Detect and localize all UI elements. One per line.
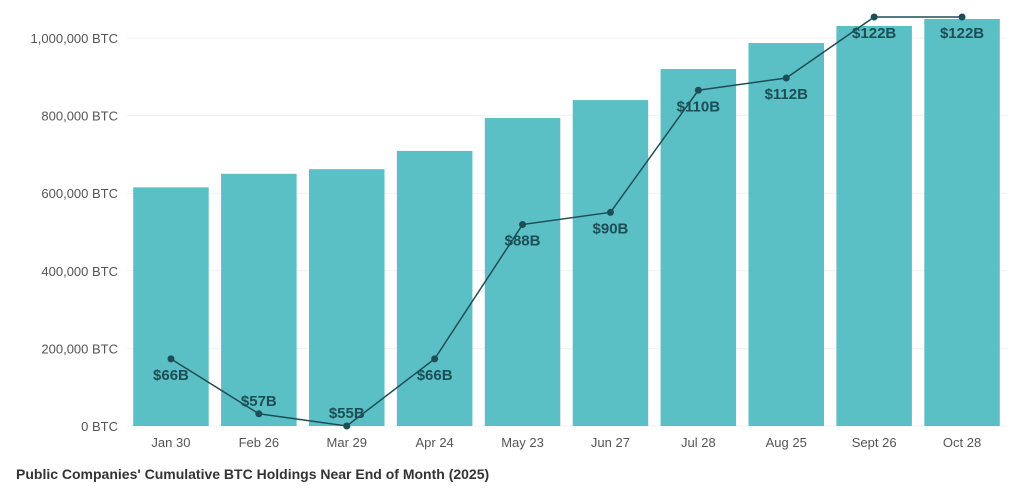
line-point xyxy=(343,422,351,430)
y-tick-label: 600,000 BTC xyxy=(41,186,118,201)
bar xyxy=(924,18,1000,426)
x-tick-label: May 23 xyxy=(501,435,544,450)
line-point xyxy=(167,355,175,363)
y-tick-label: 400,000 BTC xyxy=(41,264,118,279)
x-tick-label: Aug 25 xyxy=(766,435,807,450)
y-tick-label: 800,000 BTC xyxy=(41,109,118,124)
x-tick-label: Sept 26 xyxy=(852,435,897,450)
x-tick-label: Feb 26 xyxy=(239,435,279,450)
line-point xyxy=(870,13,878,21)
data-label: $110B xyxy=(677,98,721,115)
line-point xyxy=(255,410,263,418)
y-tick-label: 1,000,000 BTC xyxy=(31,31,118,46)
bar xyxy=(748,43,824,426)
data-label: $88B xyxy=(505,233,541,250)
line-point xyxy=(782,74,790,82)
y-tick-label: 0 BTC xyxy=(81,419,118,434)
line-point xyxy=(694,86,702,94)
data-label: $122B xyxy=(940,25,984,42)
data-label: $55B xyxy=(329,405,365,422)
x-tick-label: Jun 27 xyxy=(591,435,630,450)
data-label: $122B xyxy=(852,25,896,42)
chart-caption: Public Companies' Cumulative BTC Holding… xyxy=(16,466,490,482)
data-label: $112B xyxy=(765,86,809,103)
line-point xyxy=(519,221,527,229)
x-tick-label: Oct 28 xyxy=(943,435,981,450)
bar xyxy=(836,25,912,427)
line-point xyxy=(958,13,966,21)
bar xyxy=(396,150,473,426)
data-label: $66B xyxy=(153,367,189,384)
x-tick-label: Jan 30 xyxy=(151,435,190,450)
bar xyxy=(133,187,209,426)
x-tick-label: Apr 24 xyxy=(415,435,453,450)
data-label: $66B xyxy=(417,367,453,384)
x-tick-label: Jul 28 xyxy=(681,435,716,450)
x-tick-label: Mar 29 xyxy=(327,435,367,450)
bar xyxy=(484,117,561,426)
bar xyxy=(221,173,297,426)
bar xyxy=(572,100,649,426)
bar xyxy=(309,169,385,427)
data-label: $57B xyxy=(241,393,277,410)
y-tick-label: 200,000 BTC xyxy=(41,341,118,356)
data-label: $90B xyxy=(593,220,629,237)
line-series xyxy=(170,16,963,427)
bar xyxy=(660,69,737,426)
line-point xyxy=(606,208,614,216)
line-point xyxy=(431,355,439,363)
